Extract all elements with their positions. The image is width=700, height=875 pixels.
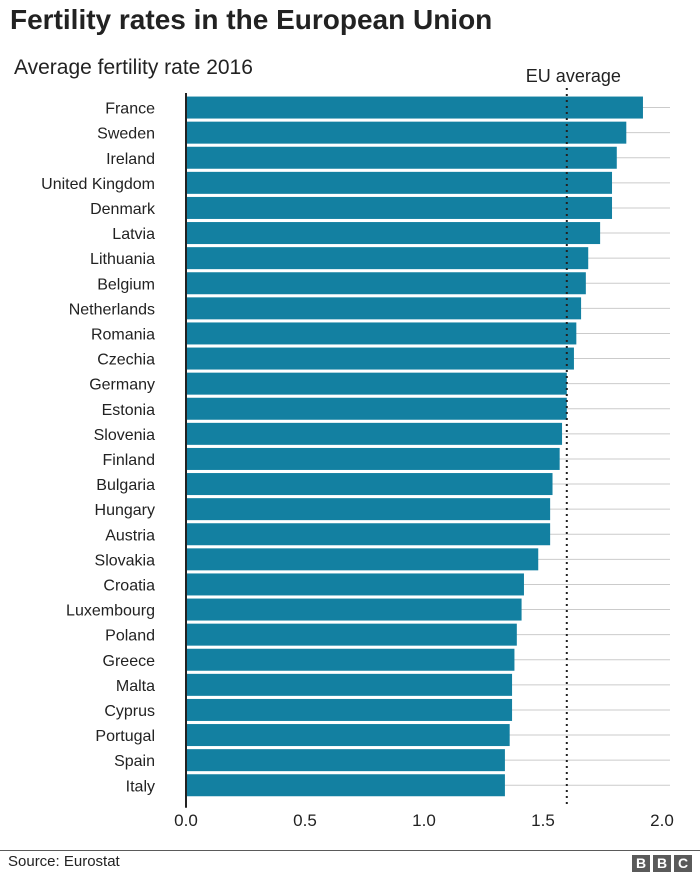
category-label: Slovakia (95, 552, 156, 569)
bar (186, 749, 505, 772)
chart-subtitle: Average fertility rate 2016 (14, 56, 253, 79)
category-label: Austria (105, 527, 155, 544)
bar (186, 322, 577, 345)
category-label: Hungary (95, 502, 155, 519)
category-label: France (105, 101, 155, 118)
bar (186, 171, 613, 194)
category-label: Spain (114, 753, 155, 770)
bbc-logo-letter: B (632, 855, 650, 872)
bar (186, 96, 643, 119)
bar (186, 498, 551, 521)
x-tick-label: 1.0 (412, 811, 436, 830)
category-label: Portugal (95, 728, 155, 745)
bar (186, 447, 560, 470)
bar (186, 347, 574, 370)
category-label: Denmark (90, 201, 156, 218)
x-tick-label: 0.0 (174, 811, 198, 830)
chart-title: Fertility rates in the European Union (10, 4, 493, 35)
category-label: Estonia (102, 402, 155, 419)
source-note: Source: Eurostat (8, 853, 120, 870)
category-label: Latvia (112, 226, 155, 243)
bar (186, 573, 524, 596)
bbc-logo-letter: B (653, 855, 671, 872)
x-tick-label: 1.5 (531, 811, 555, 830)
category-label: Malta (116, 678, 155, 695)
bar (186, 121, 627, 144)
category-label: Greece (103, 653, 156, 670)
category-label: Finland (103, 452, 155, 469)
bar (186, 698, 513, 721)
bar (186, 523, 551, 546)
bar (186, 196, 613, 219)
bar-chart: France Sweden Ireland United Kingdom Denmark… (41, 66, 674, 830)
category-label: Ireland (106, 151, 155, 168)
footer-divider (0, 850, 700, 851)
bar (186, 397, 567, 420)
bar (186, 774, 505, 797)
bar (186, 247, 589, 270)
bar (186, 598, 522, 621)
category-label: Czechia (97, 352, 155, 369)
eu-average-label: EU average (526, 66, 621, 86)
category-label: Italy (126, 778, 155, 795)
bar (186, 548, 539, 571)
category-label: Luxembourg (66, 603, 155, 620)
bar (186, 146, 617, 169)
bbc-logo-letter: C (674, 855, 692, 872)
x-tick-label: 2.0 (650, 811, 674, 830)
category-label: Cyprus (104, 703, 155, 720)
bar (186, 673, 513, 696)
bar (186, 623, 517, 646)
category-label: Bulgaria (96, 477, 155, 494)
category-label: Netherlands (69, 301, 155, 318)
x-tick-label: 0.5 (293, 811, 317, 830)
category-label: United Kingdom (41, 176, 155, 193)
bar (186, 724, 510, 747)
category-label: Lithuania (90, 251, 155, 268)
bar (186, 372, 567, 395)
bar (186, 648, 515, 671)
category-label: Poland (105, 628, 155, 645)
category-label: Belgium (97, 276, 155, 293)
bar (186, 222, 601, 245)
category-label: Croatia (103, 577, 155, 594)
category-label: Slovenia (94, 427, 155, 444)
category-label: Romania (91, 326, 155, 343)
bar (186, 473, 553, 496)
category-label: Sweden (97, 126, 155, 143)
bbc-logo: B B C (632, 855, 692, 872)
bar (186, 422, 563, 445)
category-label: Germany (89, 377, 155, 394)
bar (186, 297, 582, 320)
bar (186, 272, 586, 295)
